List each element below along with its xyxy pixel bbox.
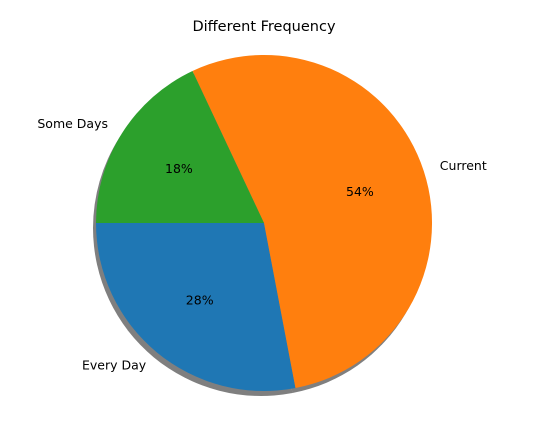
pie-slice-some-days xyxy=(96,70,264,224)
percent-label-every-day: 28% xyxy=(186,293,214,308)
pie-slice-current xyxy=(192,54,433,389)
category-label-current: Current xyxy=(440,158,487,173)
percent-label-current: 54% xyxy=(346,184,374,199)
category-label-every-day: Every Day xyxy=(82,357,147,372)
pie-slice-every-day xyxy=(96,223,296,391)
chart-title: Different Frequency xyxy=(192,19,335,35)
pie-slices xyxy=(96,54,433,391)
pie-labels: Every Day 28% Current 54% Some Days 18% xyxy=(37,116,486,372)
percent-label-some-days: 18% xyxy=(165,161,193,176)
category-label-some-days: Some Days xyxy=(37,116,108,131)
